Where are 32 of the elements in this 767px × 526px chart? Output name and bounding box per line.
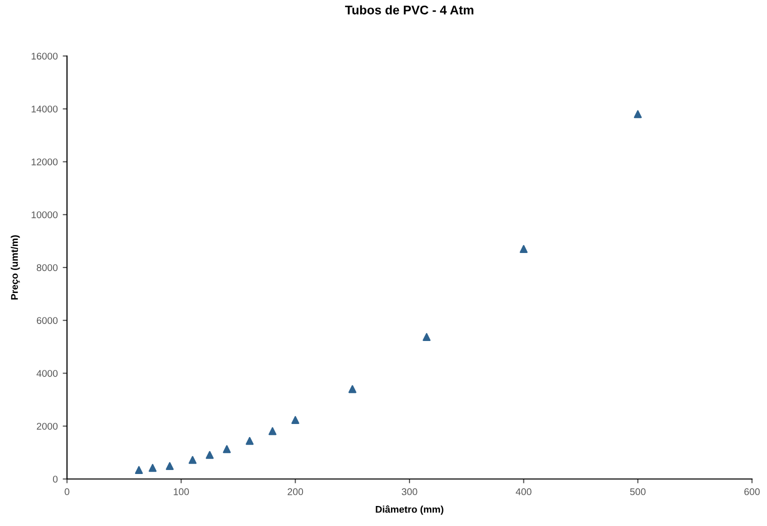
x-tick-label: 400 (516, 488, 532, 496)
point (520, 245, 528, 253)
y-tick-label: 14000 (32, 106, 58, 112)
y-tick-label: 12000 (32, 158, 58, 166)
x-axis-title: Diâmetro (mm) (376, 505, 444, 515)
x-tick-label: 600 (744, 488, 760, 496)
x-tick-label: 500 (630, 488, 646, 496)
y-tick-label: 6000 (36, 317, 58, 324)
point (291, 416, 300, 424)
point (268, 427, 276, 436)
y-tick-label: 4000 (36, 370, 58, 377)
y-axis-title: Preço (umt/m) (10, 235, 20, 300)
y-tick-label: 10000 (32, 211, 58, 218)
point (422, 333, 431, 341)
x-tick-label: 300 (402, 488, 418, 496)
x-tick-label: 200 (288, 488, 304, 496)
point (148, 464, 157, 472)
point (188, 456, 197, 464)
y-tick-label: 8000 (36, 264, 58, 272)
y-tick-label: 16000 (32, 52, 58, 60)
x-tick-label: 0 (64, 488, 70, 496)
point (206, 450, 214, 459)
point (246, 436, 254, 445)
point (134, 466, 143, 474)
y-tick-label: 2000 (36, 422, 58, 430)
point (634, 110, 642, 118)
y-tick-label: 0 (52, 476, 58, 483)
x-tick-label: 100 (174, 488, 189, 496)
point (348, 385, 356, 394)
chart-title: Tubos de PVC - 4 Atm (345, 5, 474, 14)
point (166, 462, 174, 470)
point (222, 445, 231, 454)
